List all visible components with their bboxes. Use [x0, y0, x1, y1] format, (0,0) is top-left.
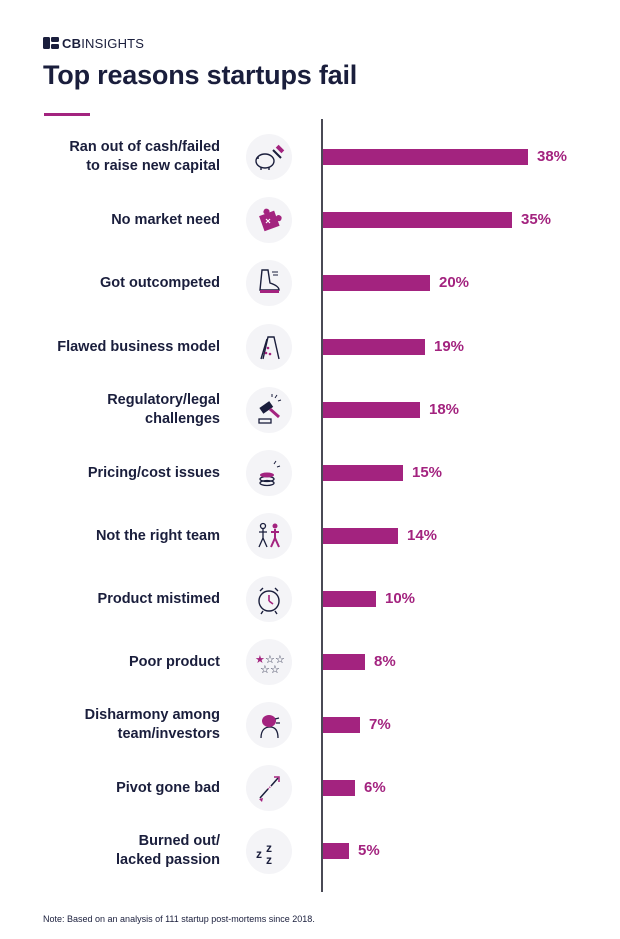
category-label-line: to raise new capital	[86, 158, 220, 174]
chart-title: Top reasons startups fail	[43, 60, 358, 90]
category-label-line: Poor product	[128, 653, 220, 670]
bar	[322, 780, 355, 796]
bar-value-label: 5%	[358, 842, 380, 859]
bar	[322, 843, 349, 859]
svg-text:☆: ☆	[270, 664, 280, 676]
bar	[322, 149, 528, 165]
category-label-line: team/investors	[117, 726, 220, 742]
svg-text:☆: ☆	[275, 654, 285, 666]
chart-axis-line	[321, 119, 323, 892]
bar-value-label: 18%	[429, 401, 460, 418]
category-label: Pricing/cost issues	[20, 464, 220, 483]
category-label-line: Burned out/	[138, 833, 220, 849]
category-label-line: lacked passion	[116, 852, 220, 868]
bar-value-label: 35%	[521, 211, 552, 228]
frustrated-person-icon	[246, 702, 292, 748]
bar	[322, 275, 430, 291]
category-label: Not the right team	[20, 527, 220, 546]
house-of-cards-icon	[246, 324, 292, 370]
bar-value-label: 19%	[434, 338, 465, 355]
bar-value-label: 15%	[412, 464, 443, 481]
category-label: Burned out/lacked passion	[20, 832, 220, 870]
cb-insights-logo: CBINSIGHTS	[43, 35, 144, 51]
alarm-clock-icon	[246, 576, 292, 622]
svg-text:☆: ☆	[265, 654, 275, 666]
category-label: Flawed business model	[20, 338, 220, 357]
category-label-line: Pricing/cost issues	[87, 464, 220, 481]
bar-value-label: 7%	[369, 716, 391, 733]
cb-logo-mark-icon	[43, 37, 59, 49]
bar	[322, 402, 420, 418]
bar	[322, 591, 376, 607]
category-label-line: Pivot gone bad	[116, 779, 220, 796]
svg-text:z: z	[266, 853, 272, 867]
category-label: Disharmony among team/investors	[20, 706, 220, 744]
category-label: Ran out of cash/failed to raise new capit…	[20, 138, 220, 176]
bar	[322, 212, 512, 228]
category-label-line: Product mistimed	[97, 590, 220, 607]
category-label: Regulatory/legal challenges	[20, 391, 220, 429]
svg-text:★: ★	[255, 654, 265, 666]
title-underline	[44, 113, 90, 116]
puzzle-piece-icon	[246, 197, 292, 243]
bar-value-label: 10%	[385, 590, 416, 607]
category-label-line: Got outcompeted	[99, 274, 220, 291]
category-label-line: No market need	[111, 211, 220, 228]
bar-value-label: 20%	[439, 274, 470, 291]
bar	[322, 654, 365, 670]
category-label-line: Disharmony among	[84, 707, 220, 723]
category-label: Got outcompeted	[20, 274, 220, 293]
bar	[322, 339, 425, 355]
bar-value-label: 8%	[374, 653, 396, 670]
category-label: Pivot gone bad	[20, 779, 220, 798]
coin-stack-icon	[246, 450, 292, 496]
category-label-line: Flawed business model	[57, 338, 220, 355]
bar-value-label: 38%	[537, 148, 568, 165]
gavel-icon	[246, 387, 292, 433]
svg-text:☆: ☆	[260, 664, 270, 676]
category-label-line: challenges	[145, 411, 220, 427]
svg-text:z: z	[256, 847, 262, 861]
bar	[322, 717, 360, 733]
footnote: Note: Based on an analysis of 111 startu…	[43, 914, 315, 924]
brand-name: CBINSIGHTS	[62, 35, 145, 51]
category-label-line: Regulatory/legal	[107, 392, 220, 408]
category-label-line: Not the right team	[95, 527, 220, 544]
team-people-icon	[246, 513, 292, 559]
category-label-line: Ran out of cash/failed	[69, 139, 220, 155]
bar-value-label: 14%	[407, 527, 438, 544]
category-label: Poor product	[20, 653, 220, 672]
running-shoe-icon	[246, 260, 292, 306]
category-label: Product mistimed	[20, 590, 220, 609]
bar	[322, 528, 398, 544]
svg-text:z: z	[266, 841, 272, 855]
bar	[322, 465, 403, 481]
broken-arrow-icon	[246, 765, 292, 811]
category-label: No market need	[20, 211, 220, 230]
star-rating-icon: ★ ☆ ☆ ☆ ☆	[246, 639, 292, 685]
piggy-bank-hammer-icon	[246, 134, 292, 180]
bar-value-label: 6%	[364, 779, 386, 796]
